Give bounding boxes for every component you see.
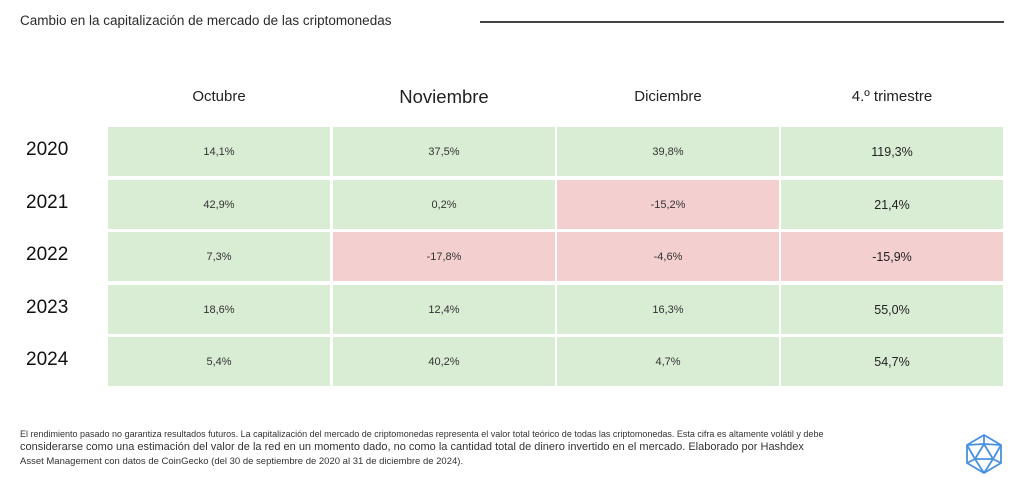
table-cell: 5,4%	[108, 337, 330, 386]
row-header-year: 2023	[26, 297, 69, 318]
title-divider	[480, 21, 1004, 23]
row-header-year: 2024	[26, 349, 69, 370]
footnote-line-3: Asset Management con datos de CoinGecko …	[20, 456, 464, 467]
column-header: Noviembre	[399, 86, 489, 107]
table-cell: -15,9%	[781, 232, 1003, 281]
table-cell: -17,8%	[333, 232, 555, 281]
chart-title: Cambio en la capitalización de mercado d…	[20, 13, 392, 28]
table-cell: 7,3%	[108, 232, 330, 281]
column-header: Octubre	[192, 88, 246, 105]
table-cell: 39,8%	[557, 127, 779, 176]
row-header-year: 2021	[26, 192, 69, 213]
table-cell: 14,1%	[108, 127, 330, 176]
table-cell: 40,2%	[333, 337, 555, 386]
column-header: 4.º trimestre	[851, 88, 933, 105]
footnote-line-1: El rendimiento pasado no garantiza resul…	[20, 429, 824, 439]
table-cell: 55,0%	[781, 285, 1003, 334]
hashdex-logo-icon	[962, 432, 1006, 476]
table-cell: 21,4%	[781, 180, 1003, 229]
table-cell: 54,7%	[781, 337, 1003, 386]
table-cell: 16,3%	[557, 285, 779, 334]
column-header: Diciembre	[634, 88, 702, 105]
table-cell: -15,2%	[557, 180, 779, 229]
table-cell: 18,6%	[108, 285, 330, 334]
table-cell: 42,9%	[108, 180, 330, 229]
table-cell: 37,5%	[333, 127, 555, 176]
footnote-line-2: considerarse como una estimación del val…	[20, 441, 804, 453]
footnote: El rendimiento pasado no garantiza resul…	[20, 428, 940, 468]
table-cell: 119,3%	[781, 127, 1003, 176]
table-cell: 4,7%	[557, 337, 779, 386]
table-cell: 12,4%	[333, 285, 555, 334]
row-header-year: 2020	[26, 139, 69, 160]
table-cell: 0,2%	[333, 180, 555, 229]
row-header-year: 2022	[26, 244, 69, 265]
table-cell: -4,6%	[557, 232, 779, 281]
